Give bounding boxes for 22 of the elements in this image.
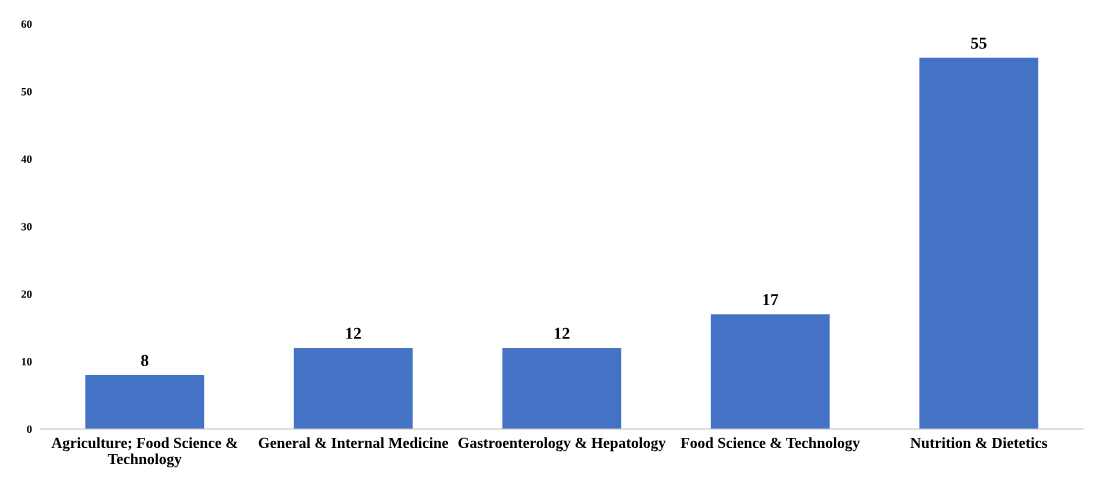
x-tick-label: Agriculture; Food Science & Technology bbox=[51, 437, 238, 468]
y-tick-label: 0 bbox=[27, 425, 32, 433]
x-tick-label: General & Internal Medicine bbox=[258, 437, 449, 449]
y-tick-label: 40 bbox=[21, 155, 32, 163]
data-label: 12 bbox=[554, 327, 570, 339]
data-label: 12 bbox=[346, 327, 361, 339]
y-tick-label: 50 bbox=[21, 87, 32, 96]
x-tick-label: Gastroenterology & Hepatology bbox=[458, 437, 666, 452]
y-tick-label: 60 bbox=[21, 20, 32, 28]
x-tick-label: Nutrition & Dietetics bbox=[910, 437, 1048, 449]
data-label: 8 bbox=[141, 354, 149, 367]
y-tick-label: 30 bbox=[21, 222, 32, 231]
bar bbox=[710, 314, 830, 429]
bar bbox=[919, 57, 1039, 429]
bar bbox=[85, 374, 205, 429]
y-tick-label: 20 bbox=[21, 290, 32, 298]
data-label: 55 bbox=[971, 37, 987, 49]
x-tick-label: Food Science & Technology bbox=[680, 437, 860, 452]
bar bbox=[293, 347, 413, 429]
data-label: 17 bbox=[763, 294, 779, 306]
bar bbox=[502, 347, 622, 429]
y-tick-label: 10 bbox=[21, 357, 32, 366]
